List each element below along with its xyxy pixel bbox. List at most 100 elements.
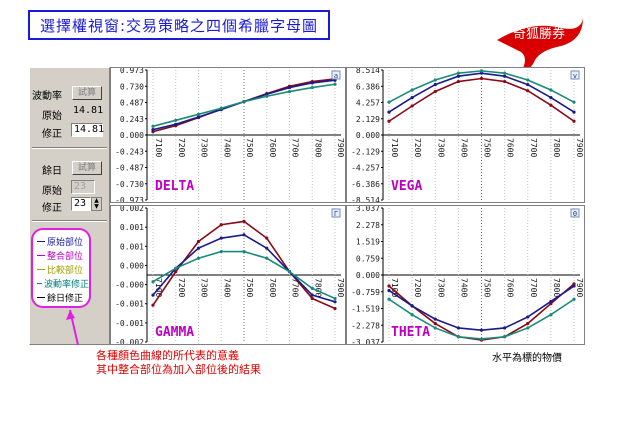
legend-item: 整合部位	[37, 248, 89, 262]
y-tick-label: 0.000	[120, 261, 144, 270]
x-tick-label: 7500	[245, 138, 254, 157]
series-point	[503, 335, 507, 339]
y-tick-label: -0.002	[115, 338, 144, 344]
series-point	[503, 71, 507, 75]
x-tick-label: 7100	[390, 278, 399, 297]
series-point	[265, 94, 269, 98]
x-tick-label: 7200	[177, 278, 186, 297]
y-tick-label: 0.487	[120, 99, 144, 108]
series-point	[410, 88, 414, 92]
corner-badge-label: a	[334, 72, 338, 80]
series-point	[526, 83, 530, 87]
days-calc-button[interactable]: 試算	[72, 161, 102, 175]
x-tick-label: 7300	[200, 138, 209, 157]
chart-title: VEGA	[391, 179, 422, 194]
legend-swatch	[37, 296, 45, 298]
logo: 奇狐勝券	[497, 18, 583, 72]
legend: 原始部位 整合部位 比較部位 波動率修正 餘日修正	[31, 228, 91, 308]
series-point	[265, 236, 269, 240]
series-point	[526, 78, 530, 82]
y-tick-label: 8.514	[356, 68, 380, 75]
legend-swatch	[37, 240, 45, 242]
corner-badge-label: v	[573, 72, 577, 80]
y-tick-label: -0.973	[115, 196, 144, 202]
days-label: 餘日	[42, 166, 62, 177]
corner-badge	[331, 208, 341, 218]
series-point	[503, 74, 507, 78]
series-point	[549, 103, 553, 107]
x-tick-label: 7400	[459, 138, 468, 157]
y-tick-label: 0.002	[120, 206, 144, 213]
days-modify-input[interactable]: 23	[71, 197, 91, 211]
y-tick-label: -2.129	[351, 147, 380, 156]
series-point	[572, 282, 576, 286]
x-tick-label: 7600	[268, 278, 277, 297]
series-point	[503, 79, 507, 84]
series-point	[549, 299, 553, 304]
x-tick-label: 7700	[529, 278, 538, 297]
series-point	[196, 246, 201, 250]
y-tick-label: 0.001	[120, 242, 144, 251]
series-point	[549, 88, 553, 92]
legend-item: 比較部位	[37, 262, 89, 276]
series-point	[526, 89, 530, 93]
series-line	[152, 78, 336, 133]
x-tick-label: 7900	[336, 278, 345, 297]
series-point	[333, 296, 337, 301]
series-point	[456, 74, 460, 78]
series-point	[333, 300, 337, 304]
legend-swatch	[37, 268, 45, 270]
volatility-modify-input[interactable]: 14.81	[71, 123, 104, 137]
series-point	[174, 122, 178, 126]
x-tick-label: 7300	[200, 278, 209, 297]
corner-badge	[570, 70, 580, 80]
spin-down-icon[interactable]: ▼	[94, 203, 99, 210]
y-tick-label: -0.243	[115, 147, 144, 156]
spin-up-icon[interactable]: ▲	[94, 197, 99, 204]
series-point	[387, 110, 391, 114]
x-tick-label: 7200	[413, 278, 422, 297]
corner-badge	[331, 70, 341, 80]
y-tick-label: 0.000	[356, 271, 380, 280]
series-point	[265, 256, 269, 260]
series-point	[196, 115, 201, 119]
x-tick-label: 7200	[413, 138, 422, 157]
note-line-2: 其中整合部位為加入部位後的結果	[96, 363, 261, 376]
volatility-calc-button[interactable]: 試算	[72, 86, 102, 100]
series-point	[410, 313, 414, 317]
series-point	[503, 326, 507, 330]
y-tick-label: 4.257	[356, 99, 380, 108]
series-point	[333, 306, 337, 311]
series-point	[433, 321, 437, 326]
volatility-label: 波動率	[32, 91, 62, 102]
series-point	[526, 315, 530, 319]
series-line	[388, 77, 575, 122]
x-tick-label: 7600	[506, 138, 515, 157]
panel-divider	[32, 220, 107, 222]
legend-swatch	[37, 282, 42, 284]
x-tick-label: 7400	[222, 278, 231, 297]
series-point	[572, 100, 576, 104]
days-spinner[interactable]: ▲ ▼	[91, 197, 102, 211]
chart-title: DELTA	[155, 179, 194, 194]
series-point	[174, 270, 178, 274]
series-point	[479, 71, 484, 75]
x-tick-label: 7100	[154, 138, 163, 157]
legend-label: 波動率修正	[43, 279, 89, 290]
x-tick-label: 7100	[390, 138, 399, 157]
page-title: 選擇權視窗:交易策略之四個希臘字母圖	[28, 10, 330, 40]
series-point	[196, 256, 201, 260]
series-point	[151, 124, 155, 128]
x-tick-label: 7900	[336, 138, 345, 157]
chart-svg: 8.514 6.386 4.257 2.129 0.000 -2.129 -4.257 -6.…	[351, 66, 584, 205]
x-tick-label: 7500	[245, 278, 254, 297]
y-tick-label: -8.514	[351, 196, 380, 202]
series-point	[287, 85, 292, 90]
series-point	[151, 303, 155, 307]
y-tick-label: -2.278	[351, 321, 380, 330]
series-point	[479, 328, 484, 332]
series-point	[526, 326, 530, 330]
logo-swoosh	[497, 18, 583, 72]
series-point	[387, 288, 391, 293]
series-point	[387, 100, 391, 104]
